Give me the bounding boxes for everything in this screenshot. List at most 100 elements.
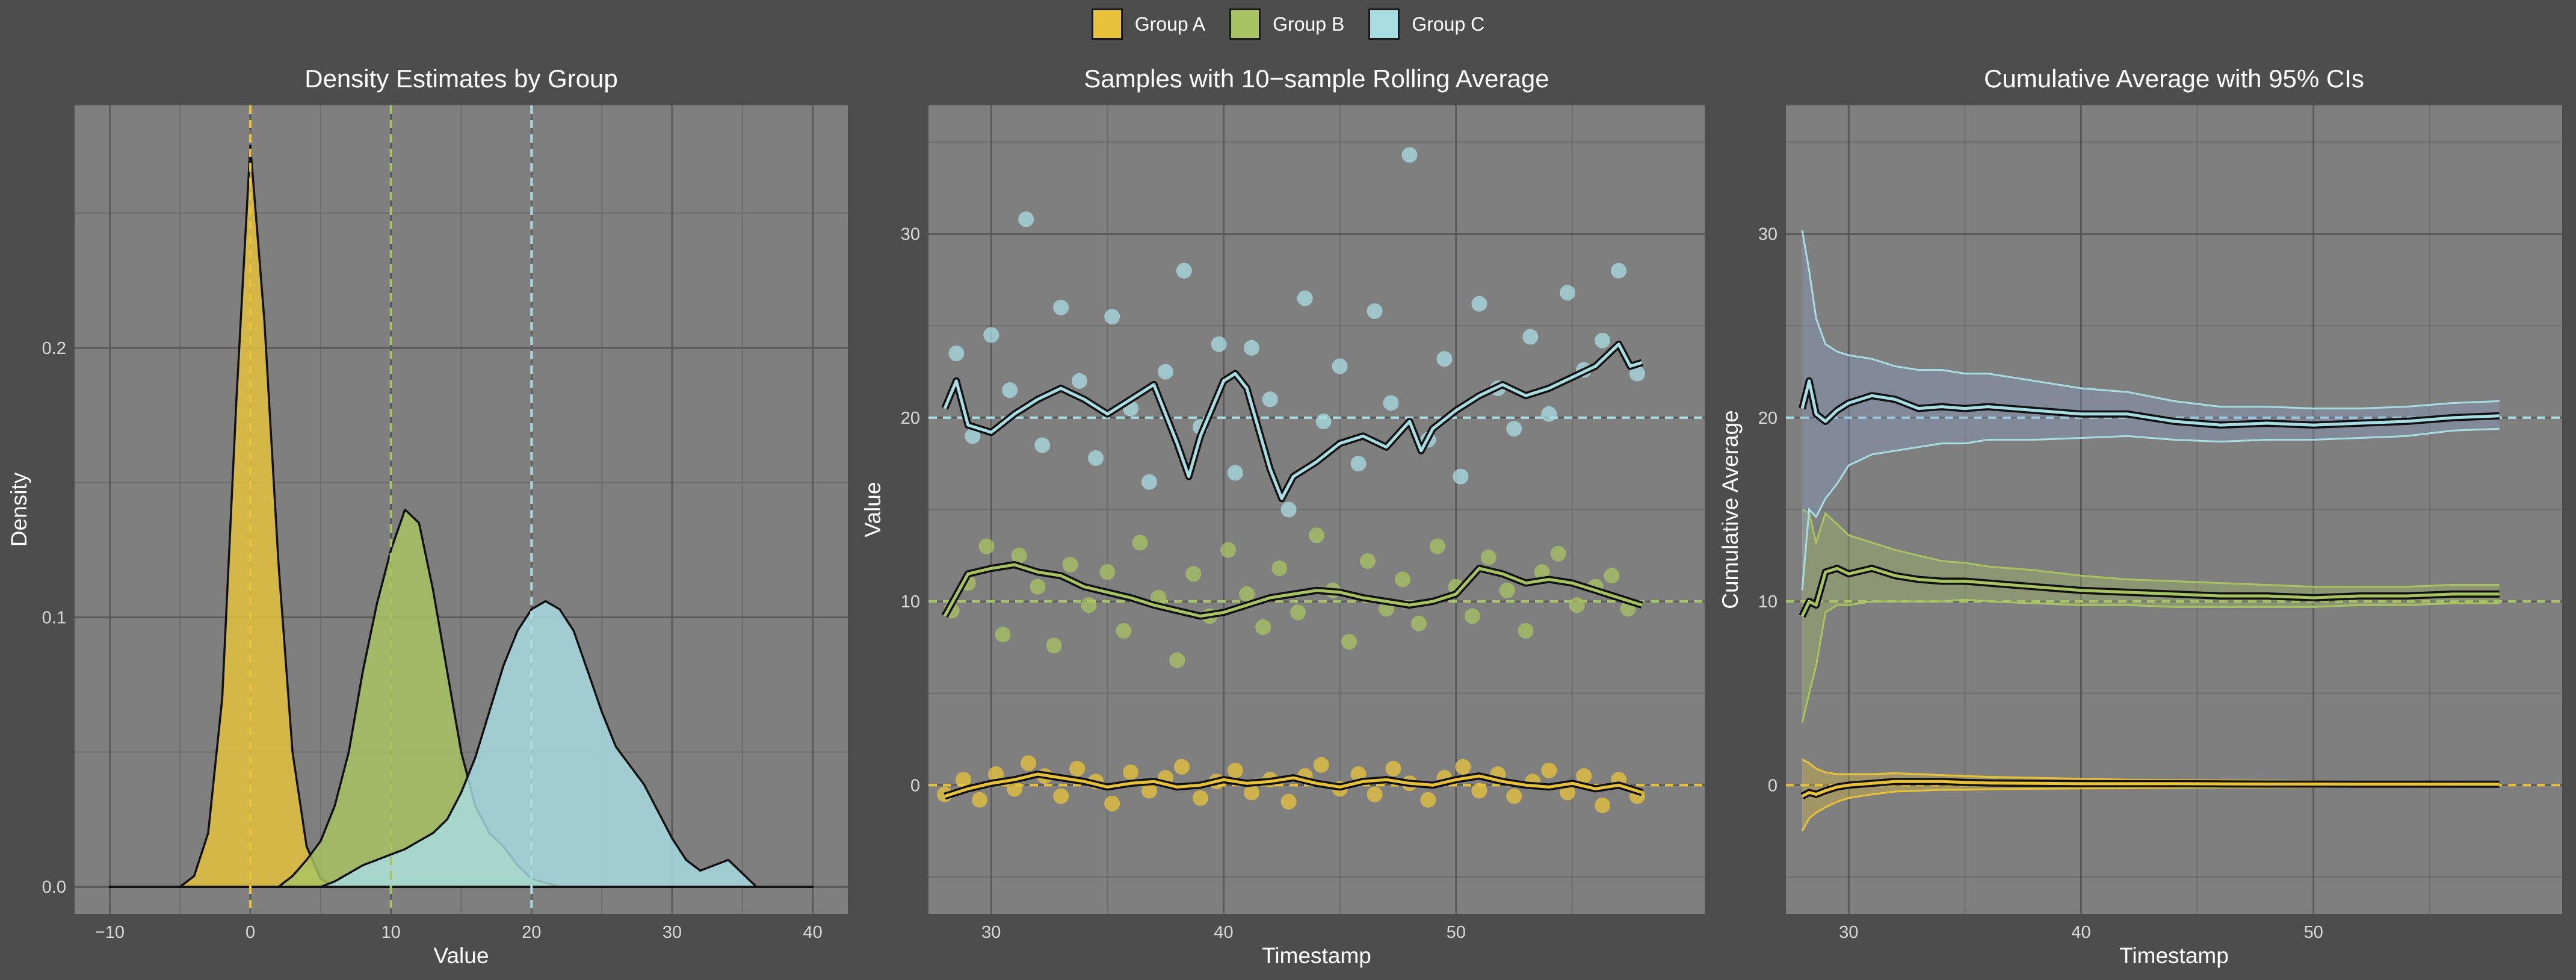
x-tick-label: 0 (246, 923, 255, 942)
sample-point (1297, 290, 1313, 306)
sample-point (1436, 351, 1453, 367)
legend-item-group-c[interactable]: Group C (1368, 8, 1484, 40)
rolling-average-line (943, 563, 1643, 618)
sample-point (1227, 465, 1243, 481)
legend-label-group-b: Group B (1273, 13, 1345, 35)
legend-key-group-b (1229, 8, 1261, 40)
sample-point (1220, 542, 1237, 558)
y-tick-label: 0 (910, 776, 920, 795)
y-tick-label: 0 (1768, 776, 1778, 795)
sample-point (988, 766, 1004, 783)
y-axis-label: Cumulative Average (1718, 410, 1743, 609)
sample-point (1046, 637, 1062, 654)
sample-point (1104, 795, 1120, 811)
upper-ci-line (1802, 509, 2500, 588)
sample-point (1169, 652, 1185, 668)
sample-point (1359, 553, 1376, 569)
density-panel: −10 0 10 20 30 40 0.0 0.1 0.2 Density Estimates b… (7, 64, 848, 968)
sample-point (1429, 538, 1445, 554)
legend-key-group-c (1368, 8, 1400, 40)
y-tick-label: 30 (1758, 225, 1778, 244)
upper-ci-line (1801, 230, 2500, 410)
cumulative-mean-line (1800, 566, 2500, 617)
sample-point (971, 792, 987, 808)
y-tick-label: 10 (1758, 592, 1778, 612)
sample-point (1280, 793, 1297, 810)
sample-point (1072, 373, 1088, 389)
sample-point (1560, 285, 1576, 301)
sample-point (1576, 768, 1592, 784)
sample-point (1062, 557, 1078, 573)
sample-point (1595, 797, 1611, 813)
sample-point (983, 327, 999, 343)
sample-point (1123, 764, 1139, 780)
sample-point (955, 772, 971, 788)
sample-point (1604, 568, 1620, 584)
sample-point (1385, 760, 1401, 777)
y-axis-label: Density (7, 472, 31, 547)
legend-item-group-a[interactable]: Group A (1091, 8, 1205, 40)
sample-point (1506, 421, 1522, 437)
cumulative-mean-line (1800, 379, 2500, 427)
x-tick-label: 40 (1214, 923, 1233, 942)
sample-point (1541, 406, 1557, 422)
y-tick-label: 10 (901, 592, 920, 612)
sample-point (1534, 564, 1550, 580)
sample-point (1192, 790, 1208, 806)
sample-point (1104, 309, 1120, 325)
legend-key-group-a (1091, 8, 1123, 40)
sample-point (1541, 762, 1557, 778)
sample-point (1034, 437, 1051, 453)
sample-point (1290, 604, 1306, 621)
sample-point (1211, 336, 1227, 352)
sample-point (1280, 501, 1297, 518)
rolling-average-line (943, 343, 1643, 500)
rolling-average-line (944, 772, 1643, 798)
sample-point (1030, 578, 1046, 595)
y-axis-label: Value (860, 482, 885, 538)
sample-point (1185, 566, 1202, 582)
y-tick-label: 0.2 (42, 339, 66, 358)
sample-point (1401, 147, 1418, 163)
x-tick-label: 40 (2071, 923, 2090, 942)
sample-point (1069, 760, 1086, 777)
lower-ci-line (1801, 598, 2500, 723)
sample-point (1341, 634, 1357, 650)
sample-point (1420, 792, 1436, 808)
sample-point (1239, 586, 1255, 602)
sample-point (1141, 783, 1157, 799)
cumulative-panel: 30 40 50 0 10 20 30 Cumulative Average with 95%… (1718, 64, 2562, 968)
sample-point (995, 627, 1011, 643)
sample-point (1002, 382, 1018, 399)
y-tick-label: 20 (901, 409, 920, 428)
sample-point (1367, 786, 1383, 802)
legend: Group A Group B Group C (0, 8, 2576, 40)
sample-point (1309, 527, 1324, 544)
sample-point (1011, 547, 1027, 563)
sample-point (1262, 391, 1278, 408)
sample-point (1313, 757, 1329, 773)
y-tick-label: 0.1 (42, 609, 66, 628)
sample-point (1006, 781, 1022, 797)
sample-point (1088, 450, 1104, 467)
sample-point (1350, 456, 1367, 472)
sample-point (1332, 358, 1348, 374)
sample-point (1569, 597, 1585, 613)
legend-item-group-b[interactable]: Group B (1229, 8, 1344, 40)
sample-point (1611, 262, 1627, 279)
sample-point (1243, 784, 1259, 801)
sample-point (965, 428, 981, 444)
x-axis-label: Timestamp (2119, 943, 2229, 968)
sample-point (1018, 211, 1034, 228)
panel-title: Samples with 10−sample Rolling Average (1084, 64, 1549, 93)
x-tick-label: 10 (381, 923, 401, 942)
sample-point (1227, 762, 1243, 778)
sample-point (1394, 571, 1410, 588)
sample-point (1021, 755, 1037, 771)
x-tick-label: 20 (522, 923, 541, 942)
panel-title: Density Estimates by Group (304, 64, 618, 93)
sample-point (1116, 622, 1132, 639)
sample-point (1506, 788, 1522, 804)
sample-point (978, 538, 995, 554)
sample-point (1157, 364, 1173, 380)
